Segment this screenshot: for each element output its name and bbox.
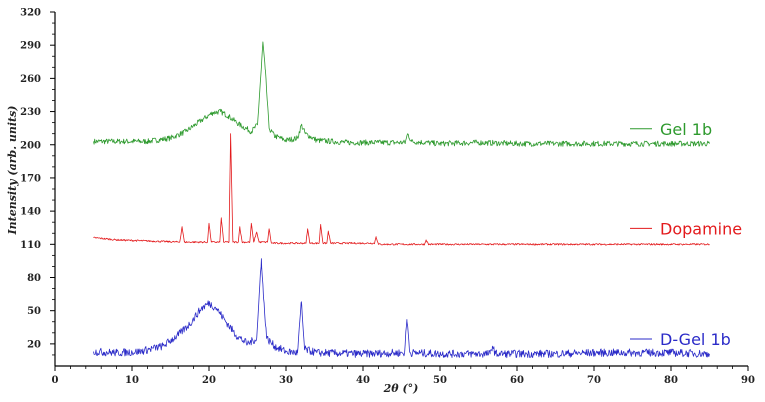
y-tick-label: 20 xyxy=(27,339,41,350)
y-tick-label: 50 xyxy=(27,306,41,317)
y-tick-label: 230 xyxy=(20,107,41,118)
y-tick-label: 80 xyxy=(27,273,41,284)
axes-layer: 0 10 20 30 40 50 60 70 80 90 20 50 80 110 140 170 200 230… xyxy=(20,8,755,387)
y-tick-label: 110 xyxy=(20,240,41,251)
y-axis-title: Intensity (arb. units) xyxy=(6,105,19,235)
y-tick-label: 320 xyxy=(20,8,41,19)
x-axis-title: 2θ (°) xyxy=(383,382,419,395)
y-tick-label: 170 xyxy=(20,173,41,184)
x-tick-label: 20 xyxy=(202,375,216,386)
x-tick-label: 40 xyxy=(356,375,370,386)
x-tick-label: 10 xyxy=(125,375,139,386)
x-tick-label: 70 xyxy=(587,375,601,386)
series-layer xyxy=(93,41,710,359)
series-line-dopamine xyxy=(93,133,710,246)
y-tick-label: 140 xyxy=(20,207,41,218)
y-tick-label: 290 xyxy=(20,41,41,52)
legend-layer: Gel 1b Dopamine D-Gel 1b xyxy=(630,120,742,349)
legend-label: D-Gel 1b xyxy=(660,330,731,349)
series-line-gel-1b xyxy=(93,41,710,147)
series-line-d-gel-1b xyxy=(93,258,710,359)
y-tick-label: 200 xyxy=(20,140,41,151)
legend-label: Dopamine xyxy=(660,219,742,238)
x-tick-label: 80 xyxy=(664,375,678,386)
legend-label: Gel 1b xyxy=(660,120,712,139)
x-tick-label: 50 xyxy=(433,375,447,386)
x-tick-label: 90 xyxy=(741,375,755,386)
x-tick-label: 30 xyxy=(279,375,293,386)
x-tick-label: 0 xyxy=(52,375,59,386)
y-tick-label: 260 xyxy=(20,74,41,85)
x-tick-label: 60 xyxy=(510,375,524,386)
